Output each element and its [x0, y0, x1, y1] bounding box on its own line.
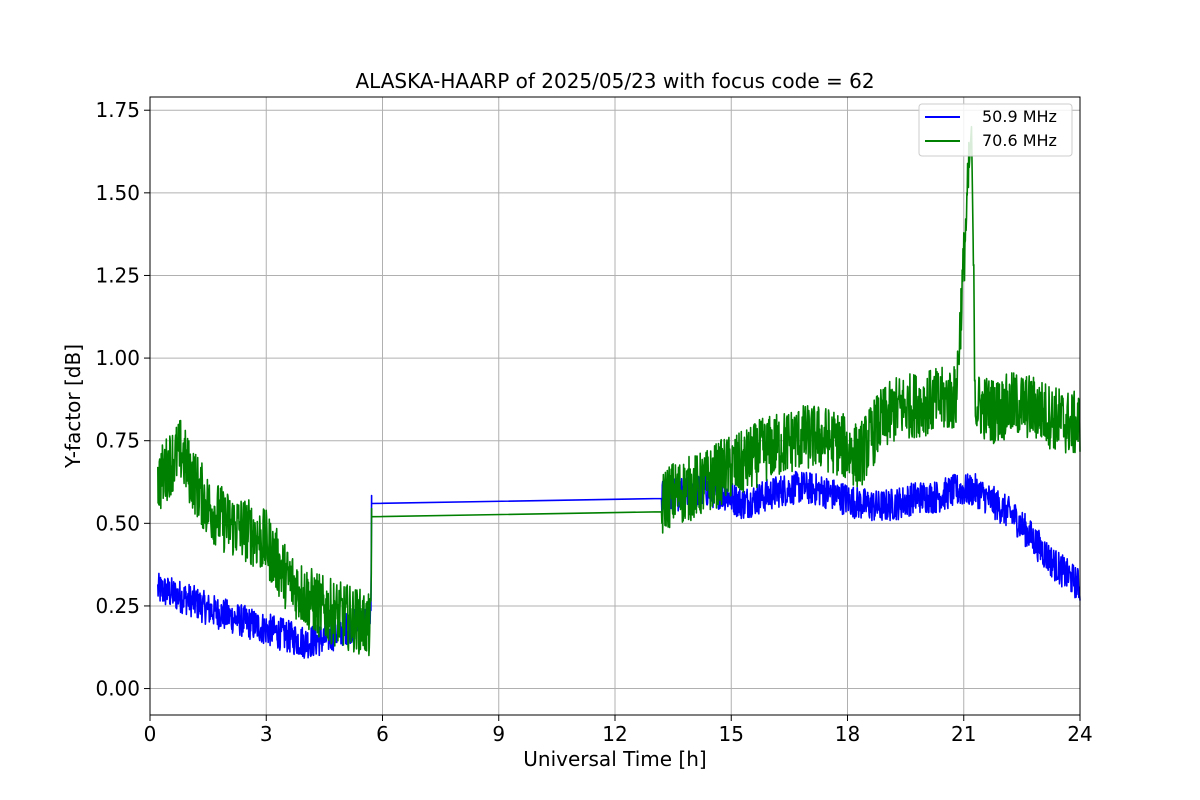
y-axis-label: Y-factor [dB] [61, 344, 85, 469]
legend: 50.9 MHz 70.6 MHz [918, 103, 1073, 157]
x-tick-label: 12 [602, 722, 627, 746]
y-tick-label: 0.00 [95, 677, 140, 701]
x-axis: 0 3 6 9 12 15 18 21 24 [144, 715, 1093, 746]
x-tick-label: 3 [260, 722, 273, 746]
legend-label-50-9: 50.9 MHz [982, 107, 1057, 126]
x-tick-label: 18 [835, 722, 860, 746]
x-tick-label: 21 [951, 722, 976, 746]
x-axis-label: Universal Time [h] [523, 747, 706, 771]
series-layer [157, 125, 1081, 659]
y-tick-label: 0.75 [95, 429, 140, 453]
chart-title: ALASKA-HAARP of 2025/05/23 with focus co… [355, 69, 874, 93]
y-tick-label: 0.25 [95, 594, 140, 618]
y-tick-label: 0.50 [95, 511, 140, 535]
y-tick-label: 1.00 [95, 346, 140, 370]
x-tick-label: 24 [1067, 722, 1092, 746]
y-tick-label: 1.50 [95, 181, 140, 205]
legend-label-70-6: 70.6 MHz [982, 131, 1057, 150]
series-line-70-6-mhz [157, 125, 1081, 657]
x-tick-label: 0 [144, 722, 157, 746]
x-tick-label: 6 [376, 722, 389, 746]
y-axis: 0.00 0.25 0.50 0.75 1.00 1.25 1.50 1.75 [95, 98, 150, 701]
y-tick-label: 1.75 [95, 98, 140, 122]
y-tick-label: 1.25 [95, 263, 140, 287]
x-tick-label: 9 [492, 722, 505, 746]
series-line-50-9-mhz [157, 470, 1081, 659]
x-tick-label: 15 [719, 722, 744, 746]
